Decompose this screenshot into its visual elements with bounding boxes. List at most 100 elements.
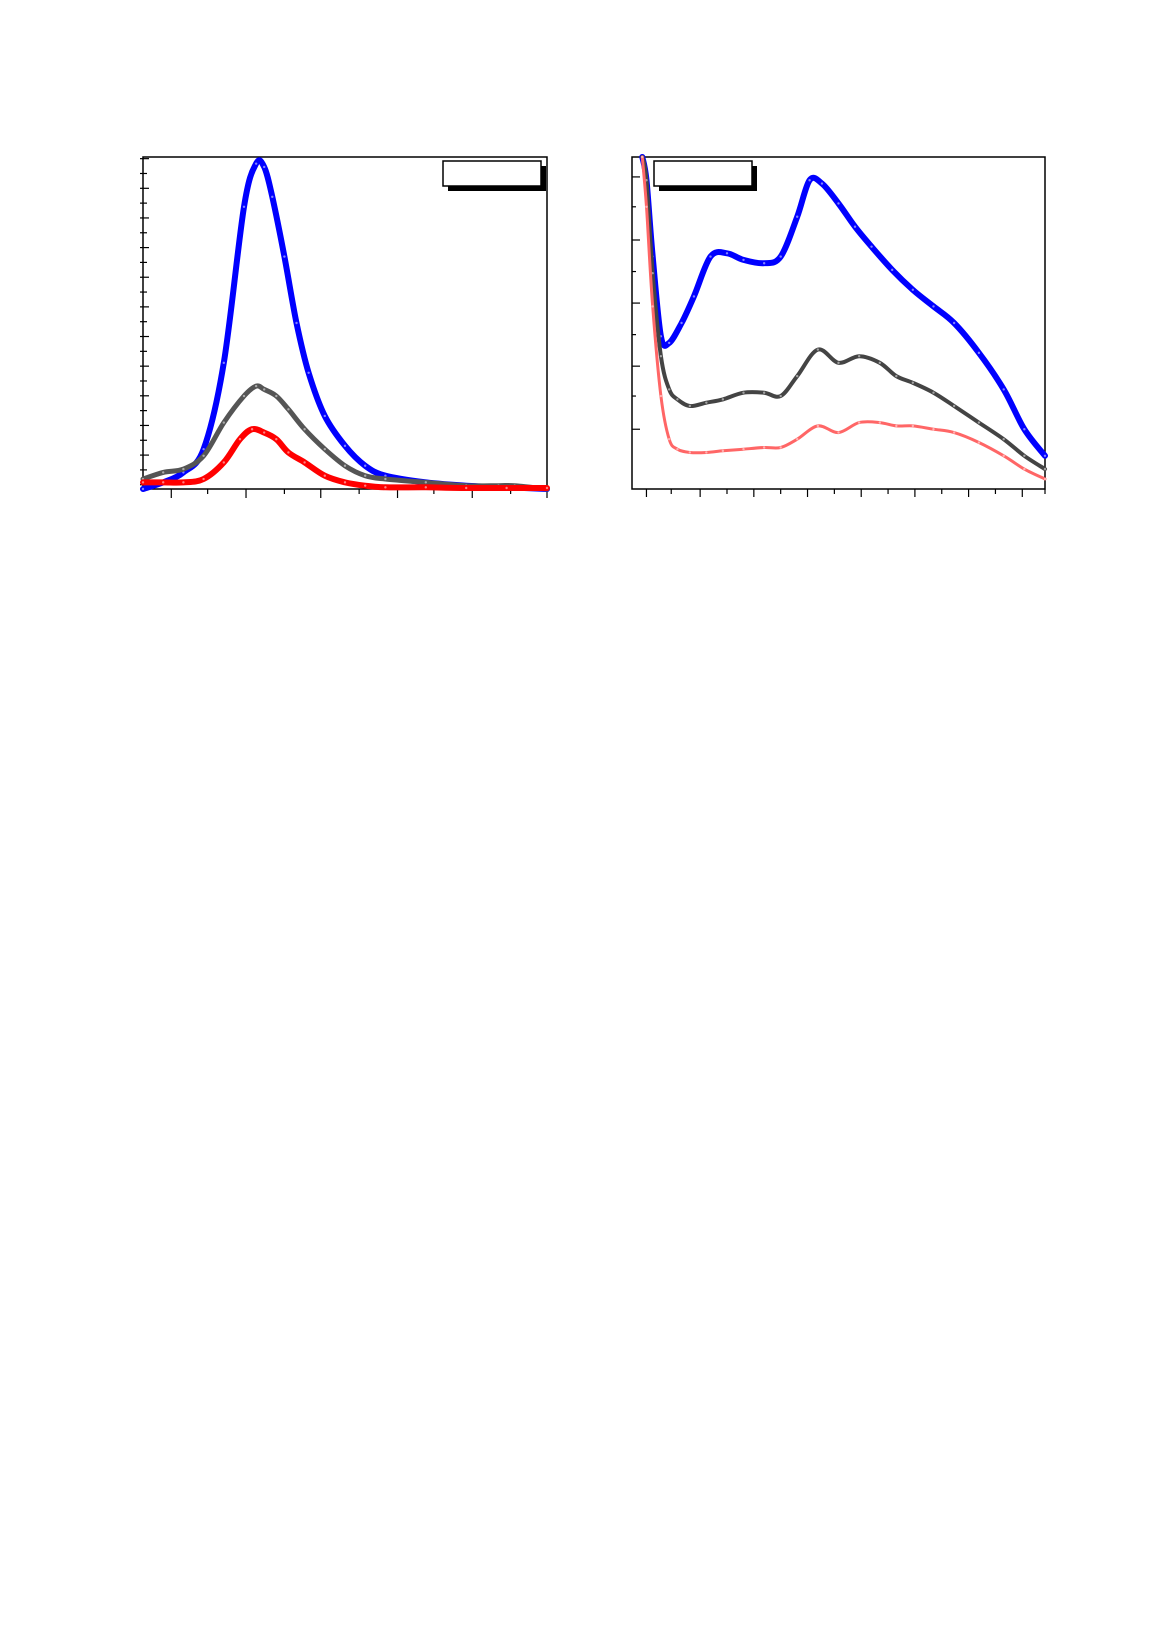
series-point	[692, 295, 696, 298]
series-point	[222, 361, 225, 365]
series-point	[762, 391, 766, 394]
series-point	[816, 424, 820, 428]
series-point	[645, 205, 648, 208]
series-point	[254, 384, 258, 388]
series-point	[384, 474, 387, 477]
series-point	[162, 481, 165, 484]
series-point	[250, 428, 254, 431]
series-point	[465, 486, 468, 490]
series-point	[1023, 428, 1026, 431]
series-point	[283, 255, 286, 258]
series-point	[911, 288, 915, 291]
plot-frame	[631, 156, 1046, 490]
series-point	[424, 481, 427, 484]
series-point	[742, 258, 745, 262]
series-point	[182, 481, 185, 484]
chart-left-plot	[140, 156, 550, 498]
series-point	[505, 486, 508, 490]
series-point	[779, 255, 782, 258]
series-point	[263, 388, 266, 391]
series-point	[853, 225, 857, 228]
series-point	[651, 305, 654, 308]
series-point	[796, 374, 799, 378]
series-point	[424, 486, 427, 489]
legend-box	[442, 160, 542, 187]
series-point	[202, 477, 205, 481]
series-point	[952, 321, 956, 325]
series-point	[384, 486, 387, 489]
series-point	[762, 446, 766, 449]
series-point	[141, 481, 145, 484]
series-point	[857, 421, 861, 424]
series-point	[808, 179, 811, 182]
series-point	[837, 202, 840, 205]
series-point	[242, 394, 246, 398]
series-point	[796, 215, 799, 218]
series-point	[816, 348, 820, 351]
series-point	[742, 447, 745, 451]
series-point	[303, 461, 306, 464]
series-point	[779, 446, 782, 449]
series-point	[837, 431, 840, 434]
series-point	[364, 484, 367, 487]
series-point	[263, 431, 266, 434]
series-point	[275, 394, 278, 398]
series-point	[641, 155, 644, 159]
series-point	[271, 195, 274, 199]
series-point	[676, 398, 679, 401]
series-point	[878, 361, 881, 365]
chart-left	[0, 0, 560, 525]
series-point	[1023, 467, 1026, 471]
series-point	[742, 391, 745, 394]
series-point	[725, 252, 729, 255]
series-line-2	[640, 155, 1047, 481]
series-point	[688, 404, 692, 408]
series-point	[721, 449, 725, 453]
series-point	[364, 474, 367, 477]
series-point	[1002, 388, 1005, 391]
series-point	[705, 451, 708, 454]
series-point	[977, 421, 981, 424]
series-point	[952, 404, 956, 408]
series-point	[1002, 454, 1005, 457]
series-point	[254, 162, 258, 165]
series-point	[303, 428, 306, 431]
series-point	[659, 394, 663, 398]
series-point	[932, 391, 935, 394]
series-point	[796, 438, 799, 441]
series-point	[222, 461, 225, 464]
series-point	[667, 341, 671, 345]
series-point	[202, 454, 205, 457]
series-point	[895, 424, 898, 428]
series-line-0	[639, 154, 1048, 459]
series-point	[162, 471, 165, 474]
series-line-1	[640, 155, 1047, 472]
series-point	[932, 428, 935, 431]
series-point	[1043, 467, 1047, 471]
series-point	[141, 487, 145, 491]
series-point	[307, 371, 310, 374]
series-point	[263, 165, 266, 169]
series-point	[242, 205, 246, 208]
series-point	[837, 361, 840, 365]
series-point	[343, 464, 347, 467]
series-line-0	[140, 157, 550, 492]
series-point	[545, 486, 549, 490]
plot-frame	[142, 156, 548, 490]
series-point	[384, 477, 387, 481]
series-point	[676, 447, 679, 451]
series-point	[667, 438, 671, 441]
series-point	[779, 394, 782, 398]
series-point	[323, 474, 326, 477]
series-point	[680, 321, 683, 325]
series-point	[659, 355, 663, 358]
series-point	[820, 182, 824, 185]
series-point	[1043, 454, 1047, 457]
series-point	[870, 245, 873, 248]
series-point	[911, 424, 915, 428]
series-point	[762, 262, 766, 265]
series-point	[202, 447, 205, 451]
legend-box	[653, 160, 753, 187]
series-line-1	[140, 383, 550, 492]
series-point	[952, 431, 956, 434]
